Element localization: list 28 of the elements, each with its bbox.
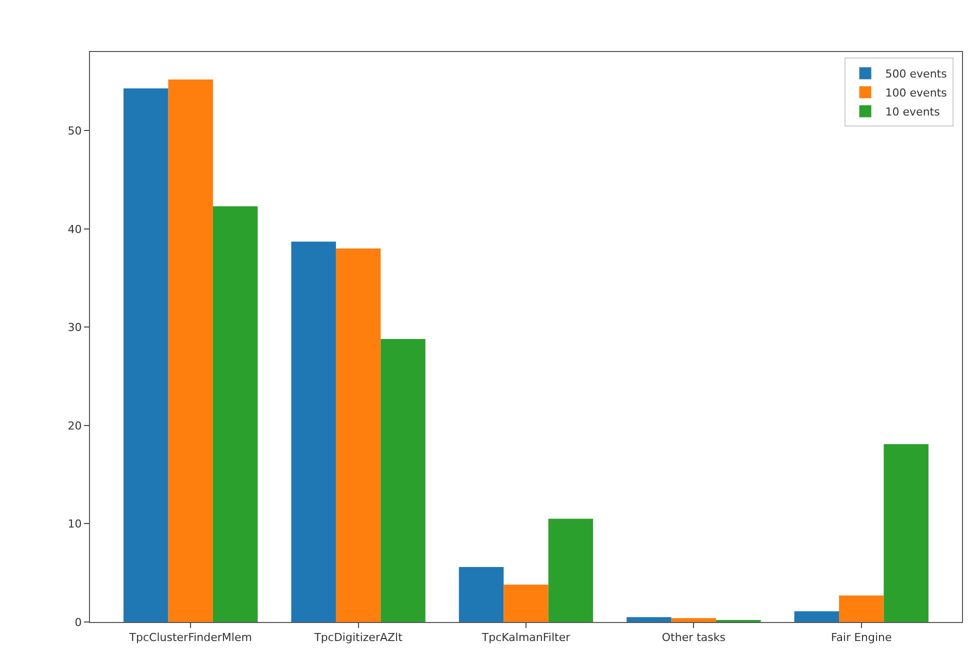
bar — [458, 566, 504, 622]
bar — [291, 242, 336, 622]
bar — [380, 338, 426, 622]
x-tick-label: TpcClusterFinderMlem — [128, 631, 252, 644]
bar — [336, 248, 381, 622]
x-tick-label: Other tasks — [662, 631, 726, 644]
x-tick-label: TpcDigitizerAZlt — [313, 631, 404, 644]
x-tick-label: Fair Engine — [830, 631, 892, 644]
bar — [671, 618, 716, 622]
y-tick-label: 50 — [68, 124, 82, 138]
legend-label: 100 events — [885, 86, 948, 100]
y-tick-label: 40 — [68, 222, 82, 236]
legend-label: 500 events — [885, 67, 948, 80]
bar — [548, 518, 594, 622]
y-tick-label: 20 — [68, 419, 82, 432]
bar — [504, 584, 548, 622]
y-tick-label: 10 — [68, 518, 82, 531]
y-tick-label: 30 — [68, 321, 82, 334]
y-tick-label: 0 — [74, 616, 82, 629]
legend-label: 10 events — [885, 105, 940, 118]
bar — [884, 444, 928, 622]
bar — [794, 611, 840, 622]
bar — [626, 617, 672, 622]
bar — [168, 80, 213, 622]
bar — [212, 206, 258, 622]
bar — [124, 88, 168, 622]
x-tick-label: TpcKalmanFilter — [480, 631, 571, 644]
bar — [839, 595, 884, 622]
